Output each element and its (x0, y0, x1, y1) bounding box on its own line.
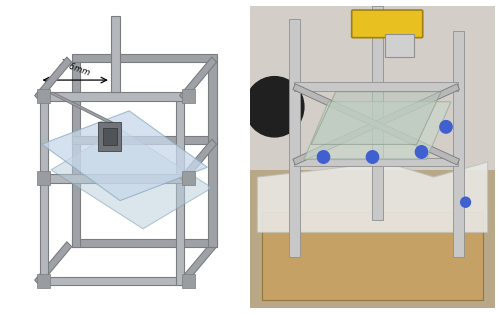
Polygon shape (42, 111, 207, 201)
Polygon shape (98, 122, 121, 151)
Polygon shape (372, 6, 383, 220)
Bar (182, 274, 195, 288)
Polygon shape (72, 136, 217, 144)
Polygon shape (288, 19, 300, 257)
Polygon shape (40, 100, 48, 285)
Circle shape (366, 151, 378, 163)
Polygon shape (311, 92, 441, 144)
Polygon shape (40, 277, 184, 285)
Polygon shape (452, 31, 464, 257)
Bar (37, 274, 50, 288)
Polygon shape (294, 82, 458, 91)
Bar (37, 171, 50, 185)
Polygon shape (103, 127, 117, 145)
Polygon shape (180, 57, 216, 100)
Circle shape (460, 197, 470, 207)
FancyBboxPatch shape (352, 10, 422, 38)
Bar (182, 89, 195, 103)
Polygon shape (208, 62, 216, 247)
Polygon shape (72, 62, 80, 247)
Polygon shape (40, 175, 184, 183)
Bar (385, 34, 414, 57)
Polygon shape (180, 242, 216, 285)
Polygon shape (176, 100, 184, 285)
Polygon shape (294, 158, 458, 166)
Circle shape (245, 77, 304, 137)
Polygon shape (293, 84, 460, 165)
Polygon shape (111, 16, 120, 92)
Polygon shape (40, 92, 184, 100)
Polygon shape (72, 54, 217, 62)
Bar (262, 212, 483, 300)
Bar (182, 171, 195, 185)
Circle shape (318, 151, 330, 163)
Polygon shape (304, 102, 451, 160)
Circle shape (416, 146, 428, 158)
Polygon shape (34, 57, 72, 100)
Polygon shape (51, 129, 212, 229)
Polygon shape (72, 239, 217, 247)
Polygon shape (258, 162, 488, 232)
Bar (37, 89, 50, 103)
Polygon shape (48, 92, 113, 122)
Polygon shape (34, 242, 72, 285)
Text: 356mm: 356mm (58, 58, 92, 78)
Circle shape (440, 121, 452, 133)
Polygon shape (180, 139, 216, 183)
Bar (250, 6, 495, 170)
Bar (250, 170, 495, 308)
Polygon shape (293, 84, 460, 165)
